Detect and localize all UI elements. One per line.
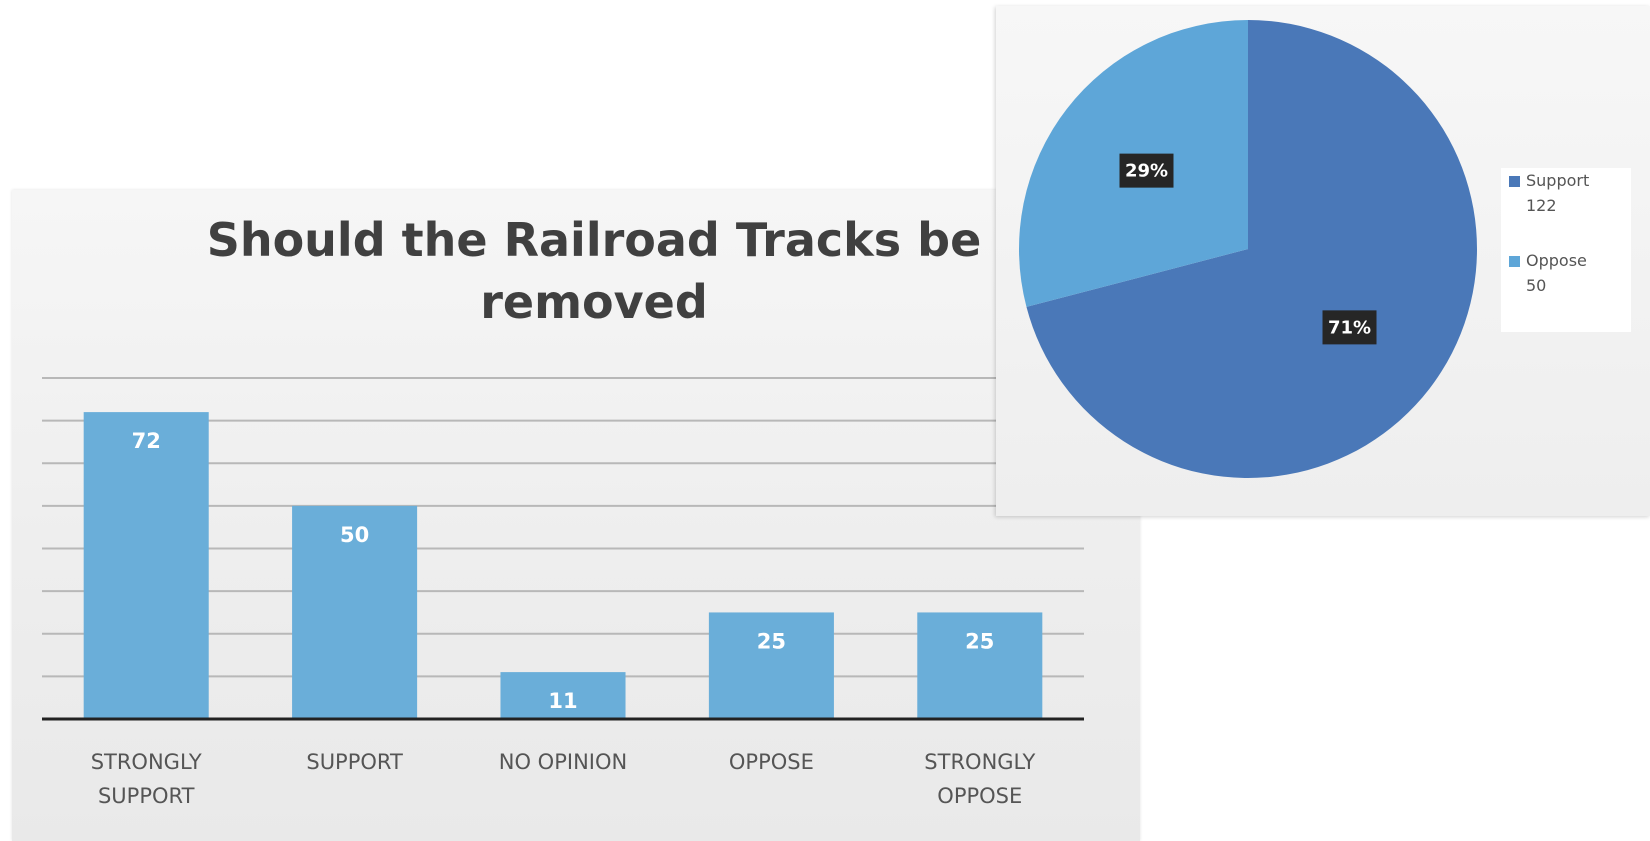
chart-title-line-2: removed bbox=[480, 275, 708, 329]
bar bbox=[292, 505, 418, 719]
bar-data-label: 25 bbox=[757, 629, 786, 653]
chart-title-line-1: Should the Railroad Tracks be bbox=[207, 213, 982, 267]
legend-swatch bbox=[1509, 256, 1520, 267]
pie-slice-support bbox=[1026, 20, 1477, 478]
bar-chart: Should the Railroad Tracks be removed 72… bbox=[42, 213, 1084, 808]
pie-chart: 71% 29% Support 122 Oppose 50 bbox=[1019, 20, 1631, 478]
x-tick-label: SUPPORT bbox=[306, 750, 403, 774]
legend-count: 50 bbox=[1526, 276, 1546, 295]
legend-count: 122 bbox=[1526, 196, 1557, 215]
pie-slices bbox=[1019, 20, 1477, 478]
bar-gridlines bbox=[42, 377, 1084, 678]
pie-percent-labels: 71% 29% bbox=[1119, 153, 1377, 345]
x-tick-label: STRONGLY bbox=[924, 750, 1035, 774]
bar-data-label: 11 bbox=[548, 689, 577, 713]
bar-data-label: 72 bbox=[132, 429, 161, 453]
x-tick-label: NO OPINION bbox=[499, 750, 627, 774]
legend-label: Support bbox=[1526, 171, 1589, 190]
x-tick-label: OPPOSE bbox=[729, 750, 814, 774]
x-axis-categories: STRONGLY SUPPORT SUPPORT NO OPINION OPPOSE ST… bbox=[91, 750, 1036, 808]
bar bbox=[83, 412, 209, 719]
bar-data-label: 25 bbox=[965, 629, 994, 653]
x-tick-label: STRONGLY bbox=[91, 750, 202, 774]
legend-swatch bbox=[1509, 176, 1520, 187]
x-tick-label: SUPPORT bbox=[98, 784, 195, 808]
bar-data-label: 50 bbox=[340, 523, 369, 547]
bar bbox=[708, 612, 834, 719]
pie-percent-label: 29% bbox=[1125, 161, 1168, 182]
pie-label-box bbox=[1322, 310, 1377, 345]
x-tick-label: OPPOSE bbox=[937, 784, 1022, 808]
bar bbox=[500, 672, 626, 719]
pie-chart-panel: 71% 29% Support 122 Oppose 50 bbox=[996, 6, 1650, 516]
bar bbox=[917, 612, 1043, 719]
legend-label: Oppose bbox=[1526, 251, 1587, 270]
pie-legend: Support 122 Oppose 50 bbox=[1501, 168, 1631, 332]
pie-label-box bbox=[1119, 153, 1174, 188]
pie-percent-label: 71% bbox=[1328, 317, 1371, 338]
bar-series: 72 50 11 25 25 bbox=[83, 412, 1043, 719]
legend-box bbox=[1501, 168, 1631, 332]
bar-chart-panel: Should the Railroad Tracks be removed 72… bbox=[12, 190, 1140, 841]
